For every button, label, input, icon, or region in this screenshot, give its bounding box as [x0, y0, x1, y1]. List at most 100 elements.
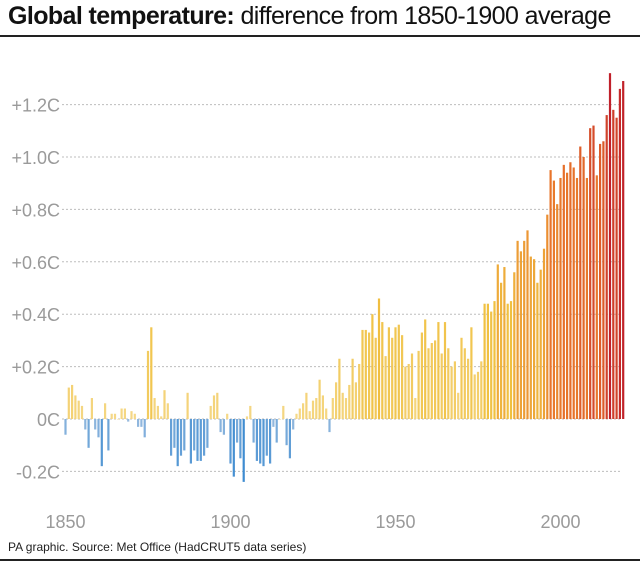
bar: [615, 117, 618, 419]
bar: [292, 419, 295, 430]
bar: [401, 335, 404, 419]
bar: [437, 322, 440, 419]
bar: [265, 419, 268, 456]
bar: [298, 408, 301, 419]
bar: [536, 282, 539, 419]
bar: [239, 419, 242, 459]
bar: [417, 350, 420, 419]
bar: [137, 419, 140, 427]
y-tick-label: +0.2C: [11, 358, 60, 378]
bar: [377, 298, 381, 419]
bar: [166, 403, 169, 419]
bar: [160, 416, 163, 419]
bar: [196, 419, 199, 461]
bar: [249, 405, 252, 419]
bar: [582, 157, 585, 419]
bar: [341, 392, 344, 419]
bar: [143, 419, 146, 438]
bar: [460, 337, 463, 419]
bar: [556, 204, 559, 419]
bar: [189, 419, 192, 464]
title-divider: [0, 35, 640, 37]
bar: [272, 419, 275, 427]
bar: [127, 419, 130, 422]
bar: [480, 361, 483, 419]
y-tick-label: +0.4C: [11, 305, 60, 325]
bar: [476, 371, 480, 419]
bar: [572, 167, 575, 419]
bar: [599, 143, 602, 419]
bar: [107, 419, 110, 451]
bar: [176, 419, 179, 467]
y-tick-label: 0C: [37, 410, 60, 430]
bar: [206, 419, 209, 448]
bar: [559, 177, 562, 419]
bar: [97, 419, 100, 438]
bar: [295, 413, 298, 419]
bar: [305, 392, 308, 419]
bar: [110, 413, 113, 419]
bar: [140, 419, 143, 427]
x-tick-label: 2000: [540, 512, 580, 532]
bar: [288, 419, 291, 459]
bar: [622, 81, 625, 420]
bar: [163, 390, 166, 419]
bar: [569, 162, 572, 420]
chart-title: Global temperature: difference from 1850…: [8, 2, 611, 31]
y-tick-label: -0.2C: [16, 462, 60, 482]
bar: [397, 324, 400, 419]
bar: [457, 392, 460, 419]
bar: [410, 353, 414, 419]
bar: [420, 332, 423, 419]
bar: [529, 256, 532, 419]
bar: [212, 395, 216, 419]
bar: [232, 419, 235, 477]
bar: [170, 419, 173, 456]
bar: [318, 379, 321, 419]
bar: [209, 405, 212, 419]
bar: [605, 115, 608, 419]
bar: [354, 382, 357, 419]
bar: [216, 392, 219, 419]
bar: [549, 170, 552, 419]
bar: [506, 303, 509, 419]
bar: [500, 282, 503, 419]
chart-title-bold: Global temperature:: [8, 2, 235, 30]
bar: [87, 419, 90, 448]
bar: [236, 419, 239, 443]
bar: [589, 128, 592, 419]
bar: [255, 419, 258, 461]
bar: [424, 319, 427, 419]
bar: [602, 141, 605, 419]
bar: [552, 180, 555, 419]
bar: [430, 343, 433, 419]
bar: [592, 125, 595, 419]
bar: [173, 419, 176, 448]
bar: [222, 419, 225, 435]
bar: [133, 413, 136, 419]
bar: [404, 366, 407, 419]
chart-title-light: difference from 1850-1900 average: [234, 2, 612, 30]
bar: [117, 419, 120, 420]
bar: [90, 398, 93, 419]
bar: [443, 322, 447, 419]
bar: [585, 177, 588, 419]
bar: [374, 337, 377, 419]
bar: [130, 411, 133, 419]
bar: [84, 419, 87, 430]
bar: [302, 403, 305, 419]
bar: [269, 419, 272, 464]
bar: [371, 314, 374, 419]
bar: [67, 387, 70, 419]
bar: [516, 240, 519, 419]
bar: [509, 301, 513, 419]
bar: [364, 329, 367, 419]
bar: [361, 329, 364, 419]
bar: [546, 214, 549, 419]
bar: [384, 356, 387, 419]
x-tick-label: 1900: [210, 512, 250, 532]
bar: [523, 240, 526, 419]
bar: [612, 109, 615, 419]
bar: [618, 88, 621, 419]
